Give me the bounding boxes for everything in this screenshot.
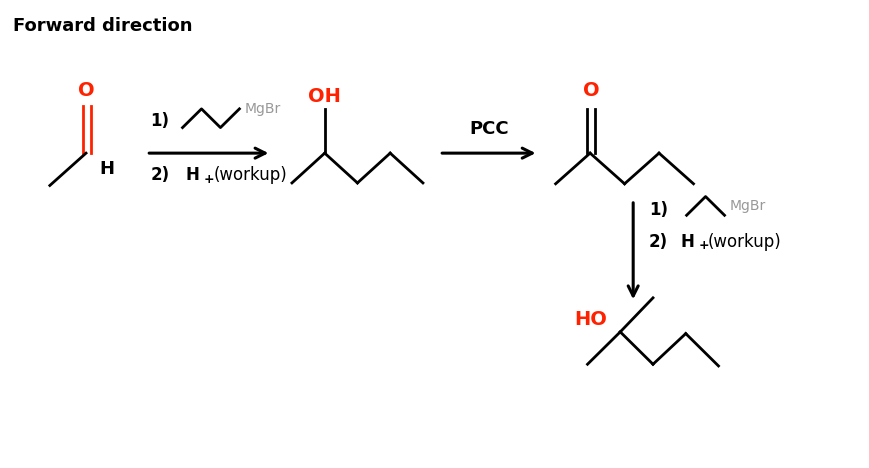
Text: MgBr: MgBr [729, 199, 765, 213]
Text: 1): 1) [150, 112, 169, 130]
Text: PCC: PCC [468, 120, 508, 139]
Text: HO: HO [574, 310, 607, 329]
Text: 2): 2) [150, 166, 169, 184]
Text: 2): 2) [648, 233, 667, 251]
Text: MgBr: MgBr [244, 102, 281, 116]
Text: Forward direction: Forward direction [13, 17, 192, 35]
Text: +: + [204, 173, 215, 186]
Text: O: O [77, 80, 94, 100]
Text: H: H [680, 233, 693, 251]
Text: OH: OH [308, 88, 341, 106]
Text: H: H [99, 160, 114, 178]
Text: O: O [582, 81, 599, 100]
Text: H: H [185, 166, 199, 184]
Text: +: + [698, 239, 708, 252]
Text: (workup): (workup) [706, 233, 780, 251]
Text: (workup): (workup) [213, 166, 287, 184]
Text: 1): 1) [648, 201, 667, 219]
